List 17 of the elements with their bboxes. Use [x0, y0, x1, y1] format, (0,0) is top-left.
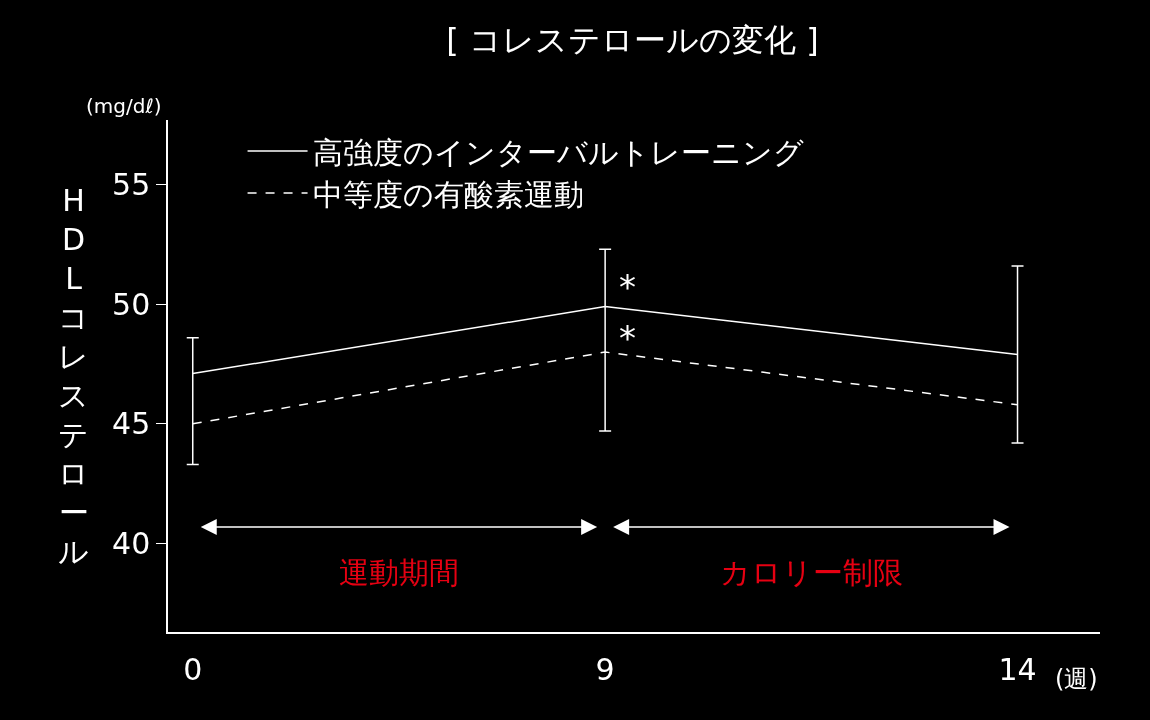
legend-label: 中等度の有酸素運動 [312, 176, 584, 212]
y-tick-label: 50 [112, 286, 151, 322]
x-tick-label: 14 [998, 651, 1037, 687]
annotation: * [619, 267, 636, 307]
annotation: カロリー制限 [720, 555, 903, 590]
chart-title: [ コレステロールの変化 ] [446, 21, 819, 60]
annotation: * [619, 318, 636, 358]
annotation: 運動期間 [339, 555, 459, 590]
x-tick-label: 9 [595, 651, 615, 687]
y-tick-label: 55 [112, 167, 151, 203]
x-tick-label: 0 [183, 651, 203, 687]
legend-label: 高強度のインターバルトレーニング [312, 134, 804, 170]
y-tick-label: 45 [112, 406, 151, 442]
text: (mg/dℓ) [86, 94, 162, 118]
x-axis-title: (週) [1055, 665, 1098, 693]
text: HDLコレステロール [58, 183, 89, 569]
y-tick-label: 40 [112, 525, 151, 561]
